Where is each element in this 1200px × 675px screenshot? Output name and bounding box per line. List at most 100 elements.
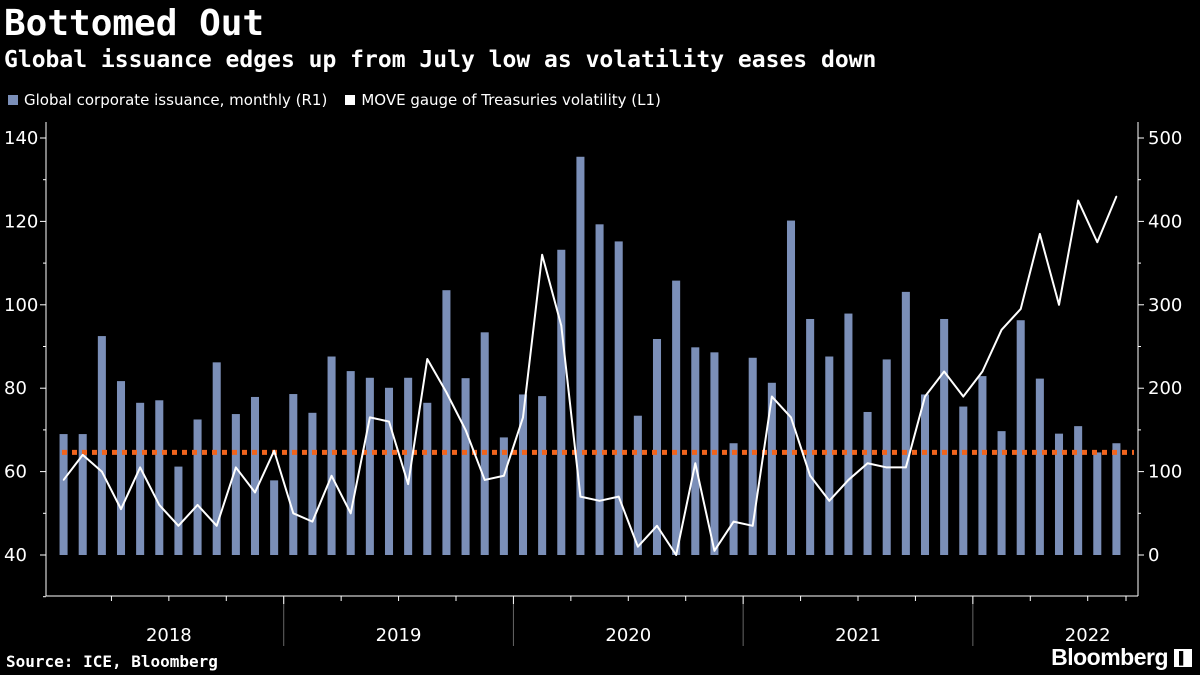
point-move-34 bbox=[713, 550, 716, 552]
bar-issuance-30 bbox=[633, 415, 642, 555]
year-label-2020: 2020 bbox=[605, 625, 651, 646]
bar-issuance-11 bbox=[270, 480, 279, 555]
bar-issuance-5 bbox=[155, 400, 164, 555]
bar-issuance-9 bbox=[231, 414, 240, 555]
bar-issuance-15 bbox=[346, 371, 355, 555]
point-move-42 bbox=[866, 462, 869, 465]
point-move-45 bbox=[924, 395, 926, 398]
year-label-2018: 2018 bbox=[146, 625, 192, 646]
point-move-2 bbox=[101, 470, 103, 473]
point-move-11 bbox=[273, 449, 275, 452]
year-label-2021: 2021 bbox=[835, 625, 881, 646]
point-move-53 bbox=[1077, 199, 1079, 202]
bar-issuance-47 bbox=[959, 406, 968, 555]
point-move-39 bbox=[809, 474, 811, 477]
point-move-1 bbox=[81, 454, 84, 456]
point-move-27 bbox=[579, 495, 582, 498]
point-move-16 bbox=[369, 416, 371, 419]
left-tick-label-100: 100 bbox=[4, 295, 38, 316]
bar-issuance-16 bbox=[365, 377, 374, 555]
point-move-51 bbox=[1039, 233, 1041, 235]
point-move-3 bbox=[120, 508, 122, 510]
bar-issuance-0 bbox=[59, 434, 68, 555]
chart-title: Bottomed Out bbox=[4, 3, 265, 44]
source-note: Source: ICE, Bloomberg bbox=[6, 652, 218, 671]
left-tick-label-140: 140 bbox=[4, 128, 38, 149]
bar-issuance-22 bbox=[480, 332, 489, 555]
chart-subtitle: Global issuance edges up from July low a… bbox=[4, 47, 877, 73]
point-move-8 bbox=[215, 525, 218, 527]
bar-issuance-46 bbox=[940, 318, 949, 555]
bar-issuance-50 bbox=[1016, 320, 1025, 555]
bar-issuance-37 bbox=[767, 382, 776, 555]
right-tick-label-100: 100 bbox=[1148, 462, 1182, 483]
bar-issuance-29 bbox=[614, 241, 623, 556]
point-move-7 bbox=[196, 504, 199, 506]
point-move-5 bbox=[158, 504, 161, 506]
year-label-2019: 2019 bbox=[376, 625, 422, 646]
legend-swatch-issuance bbox=[8, 95, 18, 105]
left-tick-label-40: 40 bbox=[4, 545, 27, 566]
point-move-50 bbox=[1019, 308, 1022, 310]
point-move-9 bbox=[235, 466, 237, 469]
point-move-19 bbox=[426, 358, 429, 360]
bar-issuance-38 bbox=[786, 220, 796, 555]
bar-issuance-6 bbox=[174, 466, 183, 555]
point-move-48 bbox=[981, 370, 984, 373]
bar-issuance-17 bbox=[384, 387, 394, 555]
point-move-41 bbox=[847, 479, 850, 481]
bar-issuance-3 bbox=[116, 381, 126, 555]
bar-issuance-21 bbox=[461, 378, 470, 555]
bar-issuance-4 bbox=[136, 402, 145, 555]
bar-issuance-49 bbox=[997, 431, 1006, 555]
bar-issuance-41 bbox=[844, 313, 853, 555]
point-move-20 bbox=[445, 391, 448, 394]
point-move-44 bbox=[905, 466, 907, 469]
point-move-26 bbox=[560, 324, 563, 327]
point-move-13 bbox=[311, 520, 314, 523]
point-move-28 bbox=[598, 499, 601, 502]
bar-issuance-32 bbox=[672, 280, 681, 555]
point-move-47 bbox=[962, 395, 965, 398]
bar-issuance-42 bbox=[863, 411, 872, 555]
bar-issuance-43 bbox=[882, 359, 891, 555]
bar-issuance-25 bbox=[538, 396, 547, 555]
bar-issuance-26 bbox=[557, 249, 566, 555]
legend-swatch-move bbox=[345, 95, 356, 105]
bar-issuance-45 bbox=[920, 394, 930, 555]
point-move-15 bbox=[349, 512, 352, 515]
bar-issuance-51 bbox=[1035, 378, 1044, 555]
bar-issuance-1 bbox=[78, 434, 87, 555]
bar-issuance-24 bbox=[518, 394, 528, 555]
right-tick-label-300: 300 bbox=[1148, 295, 1182, 316]
point-move-43 bbox=[885, 466, 888, 469]
right-tick-label-500: 500 bbox=[1148, 128, 1182, 149]
point-move-17 bbox=[388, 420, 390, 423]
point-move-40 bbox=[828, 499, 831, 502]
point-move-54 bbox=[1096, 241, 1099, 244]
point-move-6 bbox=[177, 525, 180, 527]
bar-issuance-19 bbox=[423, 402, 432, 555]
brand-logo-icon: ▌ bbox=[1174, 648, 1192, 667]
point-move-35 bbox=[732, 520, 735, 523]
point-move-49 bbox=[1000, 329, 1003, 331]
bar-issuance-8 bbox=[212, 362, 221, 555]
brand-wordmark: Bloomberg bbox=[1051, 644, 1168, 670]
point-move-37 bbox=[771, 395, 773, 398]
bar-issuance-2 bbox=[97, 336, 106, 555]
point-move-29 bbox=[617, 495, 620, 498]
legend-item-issuance: Global corporate issuance, monthly (R1) bbox=[8, 90, 327, 110]
point-move-33 bbox=[694, 462, 697, 465]
bar-issuance-31 bbox=[652, 338, 662, 555]
point-move-24 bbox=[522, 416, 524, 419]
point-move-18 bbox=[407, 483, 409, 485]
year-label-2022: 2022 bbox=[1065, 625, 1111, 646]
point-move-55 bbox=[1115, 195, 1118, 198]
point-move-0 bbox=[62, 479, 65, 481]
point-move-14 bbox=[330, 474, 333, 477]
point-move-32 bbox=[675, 554, 677, 556]
bar-issuance-10 bbox=[250, 396, 260, 555]
bar-issuance-28 bbox=[595, 224, 604, 555]
bar-issuance-54 bbox=[1093, 452, 1102, 555]
